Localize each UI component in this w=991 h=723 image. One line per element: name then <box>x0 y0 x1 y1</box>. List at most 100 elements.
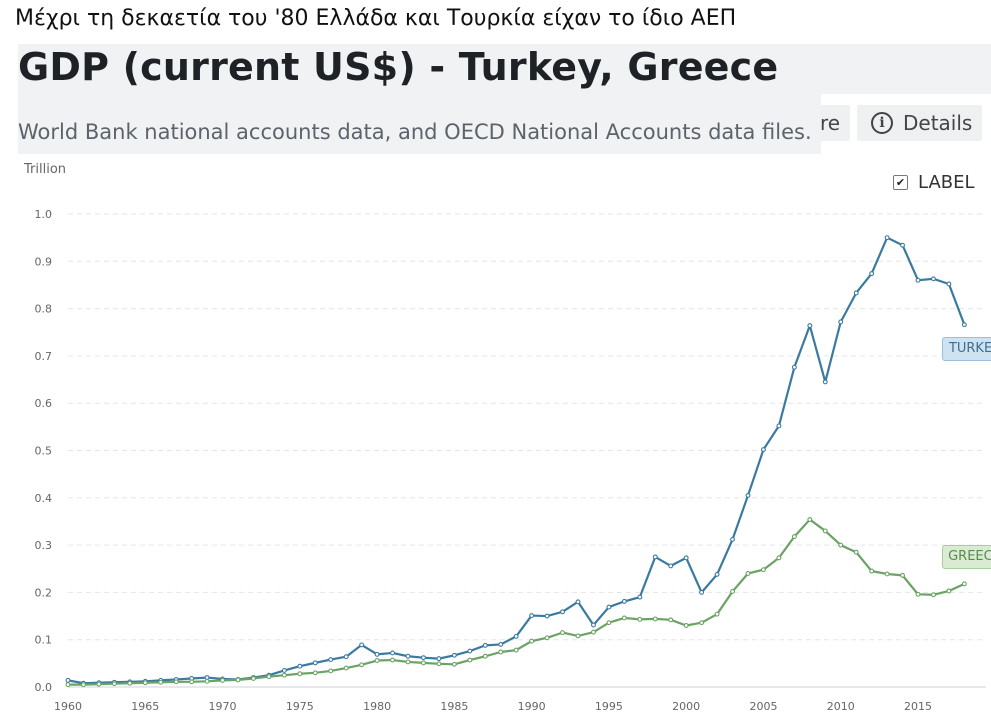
data-point-greece <box>111 681 117 687</box>
data-point-greece <box>173 679 179 685</box>
data-point-turkey <box>297 663 303 669</box>
data-point-greece <box>621 615 627 621</box>
x-tick-label: 1985 <box>440 700 468 713</box>
x-tick-label: 2000 <box>672 700 700 713</box>
details-button[interactable]: i Details <box>857 105 982 141</box>
x-tick-label: 2015 <box>904 700 932 713</box>
y-tick-label: 0.3 <box>35 539 53 552</box>
data-point-greece <box>421 660 426 666</box>
data-point-greece <box>529 638 535 644</box>
data-point-turkey <box>204 675 210 680</box>
data-point-turkey <box>884 235 890 241</box>
data-point-greece <box>591 629 596 635</box>
data-point-greece <box>482 653 488 659</box>
data-point-turkey <box>683 555 689 561</box>
data-point-greece <box>822 528 828 534</box>
data-point-greece <box>142 680 148 686</box>
data-point-greece <box>312 670 318 676</box>
data-point-greece <box>436 661 442 667</box>
data-point-greece <box>251 676 256 681</box>
data-point-turkey <box>606 604 612 610</box>
data-point-turkey <box>652 554 658 560</box>
data-point-turkey <box>560 609 565 615</box>
data-point-greece <box>946 588 952 594</box>
label-toggle-text: LABEL <box>918 172 975 193</box>
data-point-greece <box>915 591 921 597</box>
data-point-greece <box>869 568 875 574</box>
data-point-greece <box>158 679 164 685</box>
x-tick-label: 1990 <box>518 700 546 713</box>
data-point-greece <box>235 677 241 683</box>
data-point-greece <box>560 630 565 636</box>
data-point-turkey <box>838 319 844 325</box>
data-point-turkey <box>513 633 519 639</box>
share-button-label: re <box>820 111 841 135</box>
data-point-turkey <box>714 571 720 577</box>
data-point-greece <box>931 592 936 598</box>
header-background <box>18 44 991 94</box>
y-tick-label: 0.5 <box>35 445 53 458</box>
data-point-turkey <box>544 613 550 619</box>
x-tick-label: 2010 <box>827 700 855 713</box>
data-point-greece <box>220 677 225 683</box>
y-tick-label: 0.1 <box>35 634 53 647</box>
data-point-turkey <box>853 290 859 296</box>
x-tick-label: 1960 <box>54 700 82 713</box>
y-tick-label: 1.0 <box>35 208 53 221</box>
checkbox-icon[interactable]: ✔ <box>893 175 908 190</box>
turkey-series-tag: TURKEY <box>941 336 991 361</box>
data-point-greece <box>374 658 380 663</box>
data-point-turkey <box>281 667 287 673</box>
y-tick-label: 0.7 <box>35 350 53 363</box>
data-point-turkey <box>730 536 735 542</box>
x-tick-label: 1965 <box>131 700 159 713</box>
data-point-greece <box>81 682 86 688</box>
data-point-greece <box>838 542 844 548</box>
data-point-greece <box>96 681 102 687</box>
data-point-turkey <box>421 655 426 661</box>
source-subtitle: World Bank national accounts data, and O… <box>18 120 812 144</box>
data-point-turkey <box>745 492 751 498</box>
data-point-turkey <box>931 276 936 282</box>
data-point-greece <box>900 572 905 578</box>
share-button[interactable]: re <box>820 105 850 141</box>
data-point-turkey <box>436 656 442 662</box>
data-point-greece <box>544 635 550 641</box>
page-title: GDP (current US$) - Turkey, Greece <box>18 45 779 89</box>
label-toggle[interactable]: ✔ LABEL <box>893 172 975 193</box>
data-point-turkey <box>498 641 504 647</box>
series-line-turkey <box>67 236 966 685</box>
y-tick-label: 0.9 <box>35 255 53 268</box>
data-point-greece <box>637 616 643 622</box>
data-point-turkey <box>390 650 395 656</box>
data-point-turkey <box>529 613 535 619</box>
details-button-label: Details <box>903 111 973 135</box>
data-point-greece <box>961 581 967 587</box>
image-caption: Μέχρι τη δεκαετία του '80 Ελλάδα και Του… <box>15 6 737 31</box>
x-tick-label: 1975 <box>286 700 314 713</box>
data-point-turkey <box>961 322 967 328</box>
data-point-turkey <box>312 660 318 666</box>
data-point-turkey <box>869 271 875 277</box>
y-tick-label: 0.4 <box>35 492 53 505</box>
x-tick-label: 1980 <box>363 700 391 713</box>
data-point-greece <box>189 679 195 685</box>
data-point-greece <box>761 567 766 573</box>
data-point-greece <box>343 665 349 671</box>
data-point-turkey <box>637 594 643 600</box>
y-tick-label: 0.0 <box>35 681 53 694</box>
info-icon: i <box>871 112 893 134</box>
data-point-greece <box>405 659 411 665</box>
y-tick-label: 0.6 <box>35 397 53 410</box>
data-point-greece <box>730 589 735 594</box>
y-tick-label: 0.8 <box>35 303 53 316</box>
y-axis-unit-label: Trillion <box>24 162 67 177</box>
series-line-greece <box>68 518 965 686</box>
data-point-turkey <box>328 657 334 663</box>
data-point-turkey <box>405 653 411 659</box>
data-point-turkey <box>761 447 766 453</box>
data-point-turkey <box>591 622 596 628</box>
data-point-turkey <box>451 652 457 658</box>
data-point-greece <box>791 534 797 540</box>
x-tick-label: 1995 <box>595 700 623 713</box>
